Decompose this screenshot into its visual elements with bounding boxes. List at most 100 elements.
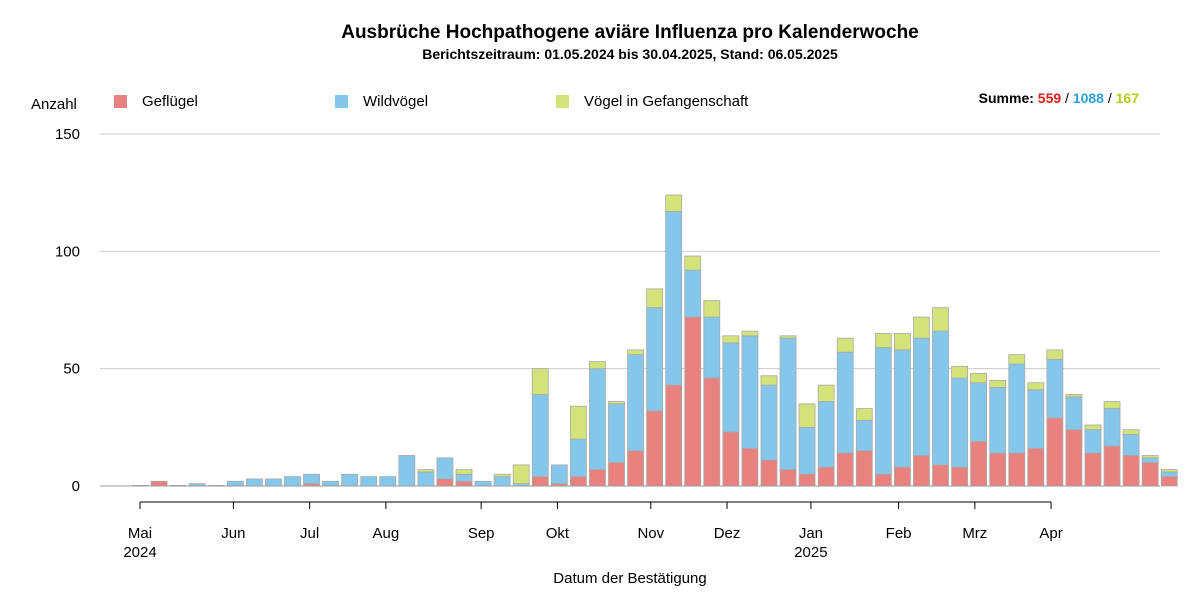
bar-segment: [874, 347, 892, 475]
bar-segment: [741, 448, 759, 487]
bar-segment: [474, 480, 492, 487]
bar-segment: [284, 476, 301, 487]
bar-segment: [608, 403, 625, 463]
bar-segment: [646, 410, 664, 487]
legend-item-gefangenschaft: Vögel in Gefangenschaft: [556, 93, 748, 110]
x-tick-label: Okt: [546, 525, 570, 542]
bar-segment: [646, 288, 664, 309]
bar-segment: [1084, 424, 1102, 431]
x-tick-label: Mrz: [962, 525, 987, 542]
bar-segment: [1122, 429, 1140, 435]
chart-subtitle: Berichtszeitraum: 01.05.2024 bis 30.04.2…: [422, 46, 838, 62]
bar-segment: [798, 403, 816, 428]
bar-segment: [836, 452, 854, 487]
bar-segment: [1103, 408, 1121, 447]
y-tick-label: 50: [63, 361, 80, 378]
bar-segment: [989, 452, 1007, 487]
bar-segment: [1141, 462, 1159, 487]
bar-segment: [1065, 396, 1083, 431]
bar-segment: [913, 316, 930, 339]
bar-segment: [989, 379, 1007, 388]
bar-segment: [531, 394, 549, 478]
bar-segment: [436, 457, 454, 480]
bar-segment: [589, 469, 606, 487]
bar-segment: [932, 307, 949, 332]
x-tick-label: Sep: [468, 525, 495, 542]
bar-segment: [303, 473, 320, 485]
x-tick-label: Feb: [886, 525, 912, 542]
legend-swatch-wildvoegel: [335, 95, 348, 108]
legend-item-wildvoegel: Wildvögel: [335, 93, 428, 110]
bar-segment: [951, 377, 968, 468]
bar-segment: [1122, 455, 1140, 487]
bar-segment: [855, 419, 873, 452]
bar-segment: [1008, 363, 1026, 454]
x-tick-label: Nov: [637, 525, 664, 542]
bar-segment: [608, 401, 625, 405]
bar-segment: [874, 333, 892, 348]
bar-segment: [455, 480, 473, 487]
bar-segment: [360, 476, 378, 487]
bar-segment: [589, 368, 606, 470]
x-tick-year-label: 2025: [794, 544, 827, 561]
bar-segment: [932, 330, 949, 466]
bar-segment: [684, 269, 702, 318]
bar-segment: [245, 478, 263, 487]
bar-segment: [684, 316, 702, 487]
bar-segment: [1046, 417, 1064, 487]
bar-segment: [1008, 452, 1026, 487]
bar-segment: [627, 450, 644, 487]
bar-segment: [874, 473, 892, 487]
bar-segment: [722, 342, 740, 433]
bar-segment: [1103, 445, 1121, 487]
legend-label-wildvoegel: Wildvögel: [363, 93, 429, 110]
bar-segment: [589, 361, 606, 370]
bar-segment: [1065, 394, 1083, 398]
bar-segment: [1046, 349, 1064, 360]
bar-segment: [1103, 401, 1121, 409]
bar-segment: [150, 480, 168, 487]
bar-segment: [493, 473, 511, 478]
bar-segment: [779, 469, 797, 487]
bar-segment: [703, 377, 721, 487]
bar-segment: [322, 480, 340, 487]
bar-segment: [1084, 452, 1102, 487]
summe-box: Summe: 559 / 1088 / 167: [978, 90, 1139, 106]
bar-segment: [379, 476, 397, 487]
bar-segment: [417, 471, 435, 487]
legend-label-gefluegel: Geflügel: [142, 93, 198, 110]
x-tick-label: Jan: [799, 525, 823, 542]
bar-segment: [569, 405, 587, 440]
bar-segment: [1008, 354, 1026, 365]
bar-segment: [665, 384, 683, 487]
bar-segment: [970, 372, 988, 384]
bar-segment: [894, 349, 911, 468]
bar-segment: [855, 408, 873, 421]
bar-segment: [817, 466, 835, 487]
bar-segment: [760, 459, 778, 487]
chart-title: Ausbrüche Hochpathogene aviäre Influenza…: [341, 22, 919, 43]
bar-segment: [951, 466, 968, 487]
y-tick-label: 0: [72, 478, 80, 495]
x-tick-label: Apr: [1039, 525, 1062, 542]
bar-segment: [703, 300, 721, 318]
bar-segment: [531, 476, 549, 487]
bar-segment: [722, 335, 740, 344]
legend-swatch-gefangenschaft: [556, 95, 569, 108]
bar-segment: [970, 441, 988, 487]
bar-segment: [798, 473, 816, 487]
bar-segment: [1141, 455, 1159, 459]
bar-segment: [512, 464, 530, 485]
summe-gefangenschaft: 167: [1115, 90, 1139, 106]
x-tick-year-label: 2024: [123, 544, 156, 561]
bar-segment: [569, 438, 587, 478]
summe-gefluegel: 559: [1037, 90, 1062, 106]
bar-segment: [417, 469, 435, 473]
bar-segment: [1141, 457, 1159, 463]
bar-segment: [817, 401, 835, 468]
bar-segment: [741, 335, 759, 449]
x-tick-label: Aug: [373, 525, 400, 542]
bar-segment: [1027, 382, 1045, 391]
bar-segment: [913, 455, 930, 487]
